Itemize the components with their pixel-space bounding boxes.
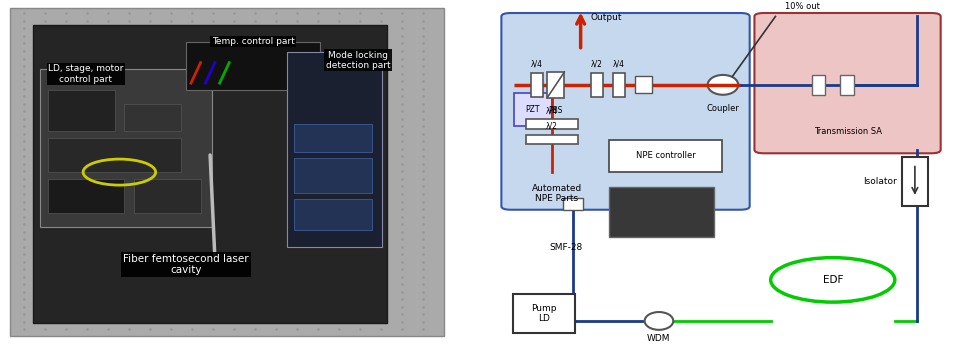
FancyBboxPatch shape — [134, 179, 201, 213]
FancyBboxPatch shape — [124, 104, 181, 131]
FancyBboxPatch shape — [10, 8, 444, 336]
FancyBboxPatch shape — [513, 294, 575, 333]
FancyBboxPatch shape — [840, 75, 854, 95]
Text: Output: Output — [590, 13, 622, 22]
Ellipse shape — [708, 75, 738, 95]
FancyBboxPatch shape — [48, 90, 115, 131]
Text: NPE controller: NPE controller — [636, 151, 695, 160]
Text: Mode locking
detection part: Mode locking detection part — [326, 51, 391, 70]
Text: SMF-28: SMF-28 — [549, 243, 583, 252]
FancyBboxPatch shape — [186, 42, 320, 90]
FancyBboxPatch shape — [609, 187, 714, 237]
FancyBboxPatch shape — [531, 73, 543, 97]
FancyBboxPatch shape — [609, 140, 722, 172]
Text: Automated
NPE Parts: Automated NPE Parts — [532, 184, 582, 204]
Text: PBS: PBS — [548, 106, 563, 115]
FancyBboxPatch shape — [635, 76, 652, 93]
Text: Fiber femtosecond laser
cavity: Fiber femtosecond laser cavity — [123, 254, 249, 275]
Text: 10% out: 10% out — [785, 2, 820, 11]
FancyBboxPatch shape — [514, 93, 552, 126]
FancyBboxPatch shape — [525, 135, 579, 145]
FancyBboxPatch shape — [613, 73, 626, 97]
FancyBboxPatch shape — [563, 198, 583, 210]
Text: λ/4: λ/4 — [546, 106, 558, 115]
Text: Pump
LD: Pump LD — [531, 304, 557, 323]
FancyBboxPatch shape — [48, 138, 181, 172]
FancyBboxPatch shape — [590, 73, 604, 97]
Text: EDF: EDF — [822, 275, 843, 285]
Text: Transmission SA: Transmission SA — [814, 127, 881, 136]
Polygon shape — [547, 72, 564, 98]
Text: Isolator: Isolator — [863, 177, 897, 186]
Text: M: M — [529, 135, 537, 144]
Text: PZT: PZT — [525, 105, 541, 114]
Text: λ/4: λ/4 — [613, 60, 625, 69]
FancyBboxPatch shape — [812, 75, 825, 95]
FancyBboxPatch shape — [33, 25, 387, 323]
Text: LD, stage, motor
control part: LD, stage, motor control part — [49, 64, 123, 84]
FancyBboxPatch shape — [501, 13, 750, 210]
FancyBboxPatch shape — [458, 1, 955, 343]
FancyBboxPatch shape — [48, 179, 124, 213]
FancyBboxPatch shape — [286, 52, 382, 247]
FancyBboxPatch shape — [294, 158, 372, 193]
Text: λ/4: λ/4 — [531, 60, 542, 69]
FancyBboxPatch shape — [902, 157, 928, 206]
Text: WDM: WDM — [647, 334, 670, 343]
FancyBboxPatch shape — [525, 119, 579, 129]
Text: λ/2: λ/2 — [591, 60, 603, 69]
FancyBboxPatch shape — [40, 69, 212, 227]
FancyBboxPatch shape — [754, 13, 941, 153]
Text: Temp. control part: Temp. control part — [212, 37, 294, 46]
FancyBboxPatch shape — [294, 199, 372, 230]
Ellipse shape — [645, 312, 673, 330]
FancyBboxPatch shape — [294, 124, 372, 151]
Text: λ/2: λ/2 — [546, 122, 558, 131]
Text: Coupler: Coupler — [707, 104, 739, 113]
